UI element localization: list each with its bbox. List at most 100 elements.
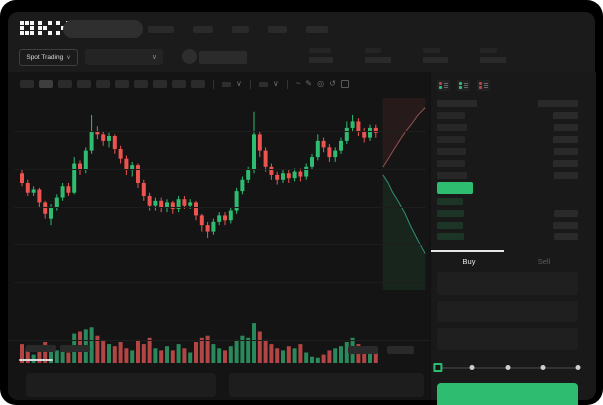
chevron-down-icon[interactable]: ∨	[236, 79, 242, 88]
orderbook-bid-row[interactable]	[437, 233, 578, 240]
tab-sell[interactable]: Sell	[537, 257, 551, 266]
nav-item[interactable]	[306, 26, 328, 33]
volume-bar	[66, 352, 71, 363]
nav-item[interactable]	[232, 26, 249, 33]
slider-stop-dot[interactable]	[575, 365, 581, 370]
candle	[257, 131, 262, 158]
draw-tool-icon[interactable]: ✎	[305, 79, 313, 88]
timeframe-button[interactable]	[77, 80, 91, 88]
bid-price-placeholder	[437, 198, 463, 205]
candle	[339, 137, 343, 154]
camera-icon[interactable]: ◎	[317, 79, 325, 88]
orderbook-ask-row[interactable]	[437, 124, 578, 131]
nav-item[interactable]	[148, 26, 174, 33]
volume-bar	[368, 350, 372, 363]
amount-percent-slider[interactable]	[433, 363, 581, 373]
stat-label	[309, 48, 331, 53]
timeframe-button[interactable]	[134, 80, 148, 88]
tab-buy[interactable]: Buy	[462, 257, 476, 266]
orders-tab[interactable]	[60, 345, 90, 352]
candle	[136, 163, 140, 188]
volume-bar	[339, 346, 343, 363]
timeframe-button[interactable]	[20, 80, 34, 88]
order-input-field[interactable]	[437, 272, 578, 295]
volume-bar	[54, 350, 59, 363]
orderbook-bid-row[interactable]	[437, 222, 578, 229]
ask-amount-placeholder	[554, 148, 578, 155]
ticker-stats	[309, 48, 506, 63]
candle	[223, 212, 227, 226]
stat-value	[423, 57, 448, 63]
timeframe-button[interactable]	[153, 80, 167, 88]
orderbook-bid-row[interactable]	[437, 210, 578, 217]
order-input-field[interactable]	[437, 328, 578, 350]
timeframe-button[interactable]	[172, 80, 186, 88]
volume-bar	[275, 348, 280, 363]
orders-toolbar-button[interactable]	[387, 346, 414, 354]
buy-submit-button[interactable]	[437, 383, 578, 405]
history-icon[interactable]: ↺	[329, 79, 336, 88]
candle	[95, 126, 100, 140]
chevron-down-icon[interactable]: ∨	[272, 79, 279, 88]
interval-value[interactable]	[222, 81, 231, 87]
orderbook-ask-row[interactable]	[437, 172, 578, 179]
timeframe-button[interactable]	[96, 80, 110, 88]
volume-bar	[95, 335, 100, 363]
orders-tab[interactable]	[26, 345, 56, 352]
pair-dropdown[interactable]: ∨	[85, 49, 163, 65]
orderbook-bid-row[interactable]	[437, 198, 578, 205]
orderbook-asks-icon[interactable]	[477, 80, 490, 91]
orderbook-header	[437, 100, 578, 107]
candle	[327, 144, 332, 162]
orders-toolbar-button[interactable]	[348, 346, 378, 354]
slider-stop-dot[interactable]	[505, 365, 510, 370]
icon-color-column	[439, 82, 442, 89]
orderbook-bids-icon[interactable]	[457, 80, 470, 91]
last-price-badge[interactable]	[437, 182, 473, 194]
chart-type-icon[interactable]	[258, 81, 268, 87]
orderbook-ask-row[interactable]	[437, 136, 578, 143]
orderbook-both-icon[interactable]	[437, 80, 450, 91]
timeframe-button[interactable]	[115, 80, 129, 88]
ask-amount-placeholder	[554, 124, 578, 131]
candlestick-chart[interactable]	[14, 98, 378, 290]
orderbook-ask-row[interactable]	[437, 160, 578, 167]
search-input[interactable]	[63, 20, 143, 38]
timeframe-button[interactable]	[39, 80, 53, 88]
candle	[199, 213, 204, 232]
icon-color-column	[459, 82, 462, 89]
candle	[292, 168, 297, 182]
price-chart-canvas[interactable]	[8, 98, 430, 290]
order-input-field[interactable]	[437, 301, 578, 322]
volume-bar	[25, 348, 30, 363]
ticker-stat	[423, 48, 448, 63]
slider-stop-dot[interactable]	[469, 365, 475, 370]
candle	[141, 179, 146, 201]
ticker-stat	[309, 48, 333, 63]
ask-price-placeholder	[437, 172, 467, 179]
slider-handle[interactable]	[433, 363, 443, 372]
market-type-dropdown[interactable]: Spot Trading ∨	[19, 49, 78, 66]
fullscreen-icon[interactable]	[340, 80, 349, 88]
volume-bar	[286, 346, 291, 363]
volume-bar	[194, 342, 198, 363]
logo-letter-k	[38, 21, 52, 35]
nav-item[interactable]	[268, 26, 287, 33]
volume-bar	[252, 323, 256, 363]
slider-stop-dot[interactable]	[540, 365, 546, 370]
volume-bar	[20, 344, 24, 363]
chart-gridline	[14, 207, 426, 208]
ask-price-placeholder	[437, 148, 466, 155]
orderbook-ask-row[interactable]	[437, 148, 578, 155]
nav-item[interactable]	[193, 26, 213, 33]
candle	[182, 195, 187, 209]
indicator-wave-icon[interactable]: ~	[295, 79, 301, 88]
ask-amount-placeholder	[553, 112, 578, 119]
timeframe-button[interactable]	[58, 80, 72, 88]
top-nav	[148, 26, 328, 33]
timeframe-button[interactable]	[191, 80, 205, 88]
orders-content-panel	[26, 373, 216, 397]
stat-label	[480, 48, 497, 53]
orderbook-ask-row[interactable]	[437, 112, 578, 119]
